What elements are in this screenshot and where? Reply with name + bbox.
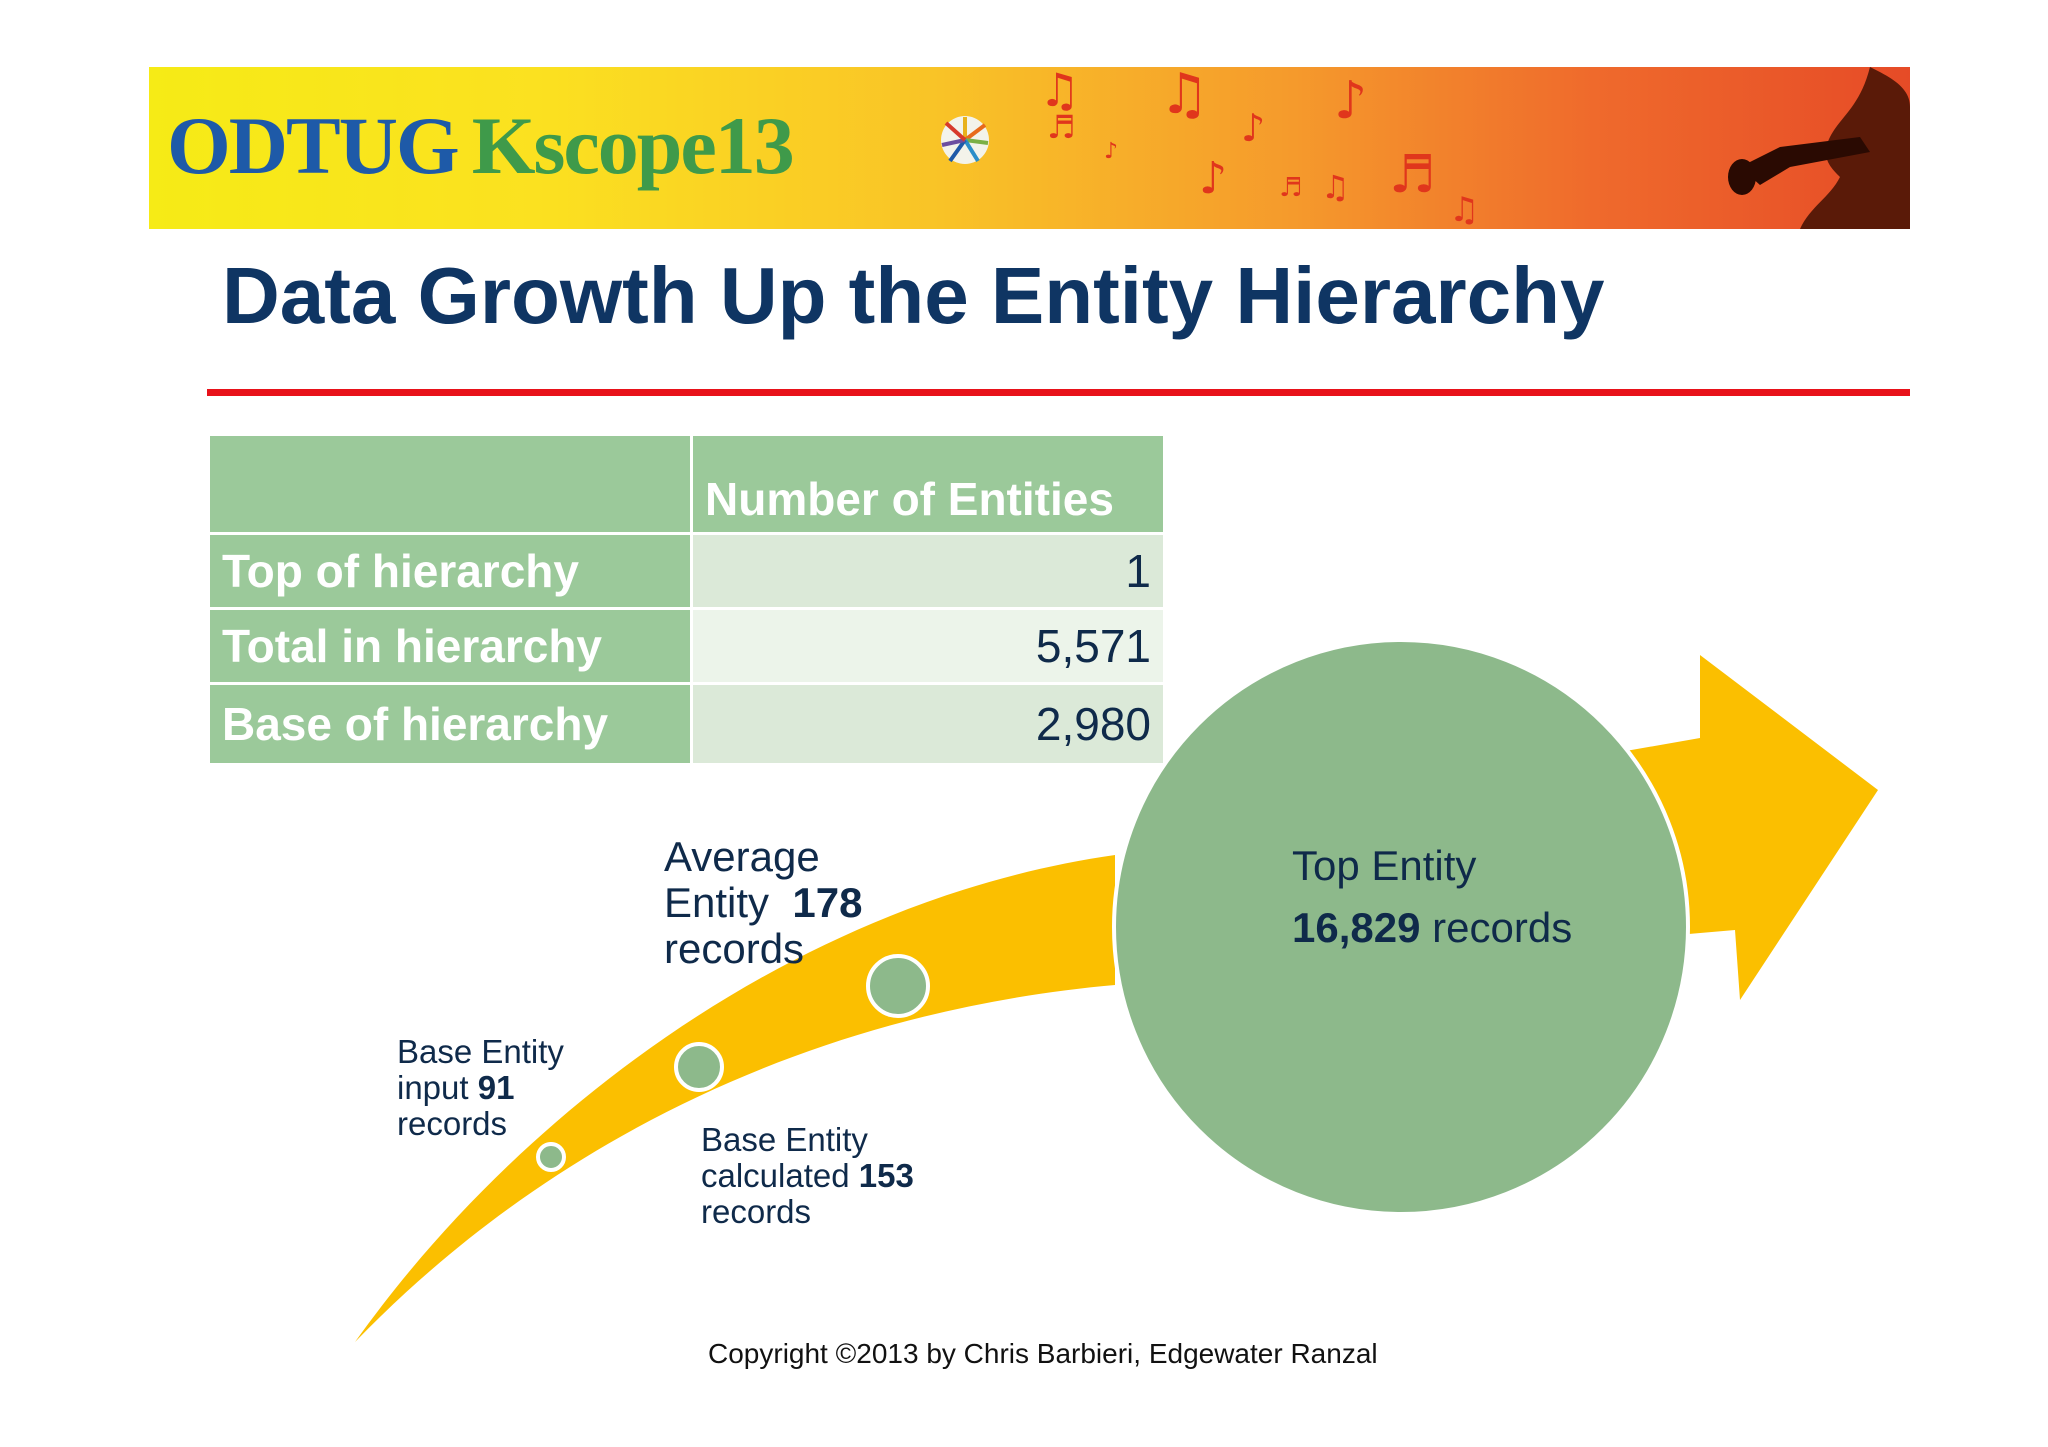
base-input-count: 91 [477,1069,515,1106]
table-header-empty [207,433,693,535]
base-calculated-line1: Base Entity [701,1121,868,1158]
music-note-icon: ♬ [1389,145,1436,205]
row-value: 1 [690,532,1166,610]
base-calculated-count: 153 [858,1157,914,1194]
average-line1: Average [664,833,820,880]
top-entity-count: 16,829 [1292,904,1421,951]
row-value: 5,571 [690,607,1166,685]
logo-odtug-text: ODTUG [167,100,460,191]
average-line3: records [664,925,805,972]
base-input-line1: Base Entity [397,1033,564,1070]
base-calculated-line2: calculated 153 [701,1158,914,1194]
music-note-icon: ♫ [1159,67,1210,127]
header-banner: ODTUG Kscope13 ♫ ♬ ♪ ♫ ♪ ♪ ♬ ♫ ♪ ♬ ♫ [149,67,1910,229]
table-row: Top of hierarchy 1 [207,532,1166,610]
table-header-number-of-entities: Number of Entities [690,433,1166,535]
base-calculated-dot [674,1042,724,1092]
music-note-icon: ♬ [1047,108,1076,146]
top-entity-circle [1112,638,1690,1216]
top-entity-line2: 16,829 records [1292,897,1572,959]
row-label: Total in hierarchy [207,607,693,685]
music-note-icon: ♫ [1321,168,1350,206]
row-label: Top of hierarchy [207,532,693,610]
top-entity-line1: Top Entity [1292,842,1477,889]
base-calculated-prefix: calculated [701,1157,850,1194]
base-calculated-line3: records [701,1193,812,1230]
base-input-line3: records [397,1105,508,1142]
music-note-icon: ♪ [1241,106,1266,150]
average-count: 178 [792,879,863,926]
music-note-icon: ♪ [1199,153,1228,204]
average-entity-dot [866,954,930,1018]
base-input-dot [536,1142,566,1172]
base-input-line2: input 91 [397,1070,564,1106]
top-entity-label: Top Entity 16,829 records [1292,835,1572,959]
logo-kscope-text: Kscope13 [471,100,795,191]
music-note-icon: ♫ [1449,190,1480,229]
table-header-row: Number of Entities [207,433,1166,535]
music-note-icon: ♪ [1104,139,1119,164]
top-entity-suffix: records [1432,904,1573,951]
row-value: 2,980 [690,682,1166,766]
music-note-icon: ♫ [1039,67,1081,117]
table-row: Base of hierarchy 2,980 [207,682,1166,766]
title-divider [207,389,1910,396]
base-input-label: Base Entity input 91 records [397,1034,564,1142]
entity-count-table: Number of Entities Top of hierarchy 1 To… [207,433,1166,766]
page-title: Data Growth Up the Entity Hierarchy [222,251,1605,340]
average-line2: Entity 178 [664,880,862,926]
average-entity-label: Average Entity 178 records [664,834,862,972]
sunburst-icon [941,116,989,164]
average-prefix: Entity [664,879,770,926]
trumpet-player-icon [1728,67,1910,229]
base-calculated-label: Base Entity calculated 153 records [701,1122,914,1230]
kscope-logo: ODTUG Kscope13 [167,100,795,191]
music-note-icon: ♪ [1334,71,1368,131]
base-input-prefix: input [397,1069,469,1106]
music-note-icon: ♬ [1279,173,1303,203]
table-row: Total in hierarchy 5,571 [207,607,1166,685]
row-label: Base of hierarchy [207,682,693,766]
copyright-notice: Copyright ©2013 by Chris Barbieri, Edgew… [708,1338,1378,1369]
